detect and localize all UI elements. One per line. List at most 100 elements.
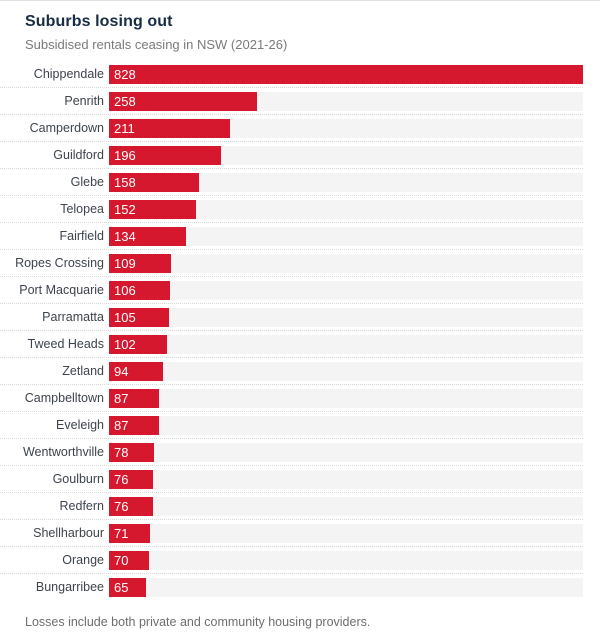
bar-row: Ropes Crossing 109 — [0, 250, 583, 277]
bar-value: 106 — [114, 282, 136, 298]
bar-value: 196 — [114, 147, 136, 163]
bar-row: Chippendale 828 — [0, 61, 583, 88]
bar-value: 94 — [114, 363, 129, 379]
bar-row: Wentworthville 78 — [0, 439, 583, 466]
bar-value: 65 — [114, 580, 129, 595]
bar: 94 — [109, 361, 163, 381]
bar-label: Telopea — [60, 201, 104, 216]
chart-footnote: Losses include both private and communit… — [25, 615, 371, 629]
bar-row: Fairfield 134 — [0, 223, 583, 250]
bar-label: Chippendale — [33, 66, 104, 81]
bar-value: 152 — [114, 201, 136, 217]
bar-track: 94 — [109, 361, 583, 381]
bar-value: 76 — [114, 498, 129, 514]
bar: 76 — [109, 496, 153, 516]
bar-track: 71 — [109, 523, 583, 543]
bar: 106 — [109, 280, 170, 300]
bar: 196 — [109, 145, 222, 165]
bar: 70 — [109, 550, 150, 570]
bar-label: Fairfield — [59, 228, 104, 243]
bar-row: Goulburn 76 — [0, 466, 583, 493]
bar-value: 109 — [114, 255, 136, 271]
bar: 78 — [109, 442, 154, 462]
bar-chart: Chippendale 828 Penrith 258 Camperdown 2… — [0, 61, 600, 601]
bar-label: Wentworthville — [22, 444, 104, 459]
bar-track: 196 — [109, 145, 583, 165]
page-title: Suburbs losing out — [25, 13, 173, 30]
bar-track: 87 — [109, 415, 583, 435]
bar-label: Penrith — [64, 93, 104, 108]
bar-track: 158 — [109, 172, 583, 192]
bar-track: 134 — [109, 226, 583, 246]
bar-row: Penrith 258 — [0, 88, 583, 115]
bar-track: 76 — [109, 496, 583, 516]
bar-label: Guildford — [53, 147, 104, 162]
bar-row: Orange 70 — [0, 547, 583, 574]
bar-track: 78 — [109, 442, 583, 462]
bar-value: 87 — [114, 390, 129, 406]
bar-value: 76 — [114, 471, 129, 487]
bar: 134 — [109, 226, 186, 246]
bar-track: 102 — [109, 334, 583, 354]
bar: 105 — [109, 307, 170, 327]
bar-label: Parramatta — [42, 309, 104, 324]
bar-value: 87 — [114, 417, 129, 433]
bar-value: 828 — [114, 66, 136, 82]
bar-label: Tweed Heads — [27, 336, 104, 351]
bar: 258 — [109, 91, 257, 111]
bar-track: 105 — [109, 307, 583, 327]
bar-value: 70 — [114, 552, 129, 568]
bar: 102 — [109, 334, 168, 354]
bar: 158 — [109, 172, 200, 192]
bar-row: Guildford 196 — [0, 142, 583, 169]
bar-row: Camperdown 211 — [0, 115, 583, 142]
bar-row: Bungarribee 65 — [0, 574, 583, 601]
bar-track: 109 — [109, 253, 583, 273]
bar-row: Telopea 152 — [0, 196, 583, 223]
bar-label: Shellharbour — [33, 525, 104, 540]
bar-value: 105 — [114, 309, 136, 325]
bar: 87 — [109, 415, 159, 435]
bar: 87 — [109, 388, 159, 408]
bar-track: 152 — [109, 199, 583, 219]
bar-track: 76 — [109, 469, 583, 489]
bar-label: Ropes Crossing — [15, 255, 104, 270]
bar-label: Goulburn — [52, 471, 104, 486]
bar-label: Orange — [62, 552, 104, 567]
bar-row: Shellharbour 71 — [0, 520, 583, 547]
bar-row: Parramatta 105 — [0, 304, 583, 331]
bar-row: Glebe 158 — [0, 169, 583, 196]
bar-label: Camperdown — [29, 120, 104, 135]
bar-label: Eveleigh — [56, 417, 104, 432]
bar-value: 158 — [114, 174, 136, 190]
bar-label: Glebe — [70, 174, 104, 189]
bar: 76 — [109, 469, 153, 489]
bar-track: 828 — [109, 64, 583, 84]
bar-value: 258 — [114, 93, 136, 109]
bar-track: 70 — [109, 550, 583, 570]
bar-label: Campbelltown — [24, 390, 104, 405]
bar: 152 — [109, 199, 196, 219]
bar-row: Redfern 76 — [0, 493, 583, 520]
bar: 71 — [109, 523, 150, 543]
bar: 109 — [109, 253, 172, 273]
bar-row: Eveleigh 87 — [0, 412, 583, 439]
chart-header: Suburbs losing out Subsidised rentals ce… — [0, 1, 600, 53]
bar-row: Tweed Heads 102 — [0, 331, 583, 358]
bar-value: 211 — [114, 120, 135, 136]
bar-value: 102 — [114, 336, 136, 352]
bar-track: 258 — [109, 91, 583, 111]
bar-row: Zetland 94 — [0, 358, 583, 385]
bar-row: Port Macquarie 106 — [0, 277, 583, 304]
chart-subtitle: Subsidised rentals ceasing in NSW (2021-… — [25, 37, 288, 52]
bar-row: Campbelltown 87 — [0, 385, 583, 412]
bar-value: 134 — [114, 228, 136, 244]
bar-label: Zetland — [62, 363, 104, 378]
bar: 65 — [109, 578, 147, 597]
bar: 828 — [109, 64, 583, 84]
bar: 211 — [109, 118, 230, 138]
bar-label: Port Macquarie — [19, 282, 104, 297]
bar-value: 71 — [114, 525, 129, 541]
bar-track: 65 — [109, 578, 583, 597]
bar-label: Redfern — [59, 498, 104, 513]
